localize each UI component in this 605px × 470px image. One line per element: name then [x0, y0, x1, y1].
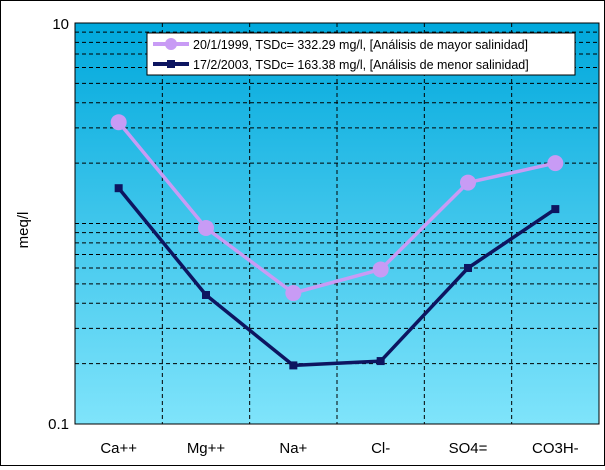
data-point-series-1: [547, 155, 564, 172]
x-tick-label: CO3H-: [532, 440, 579, 457]
y-axis-tick-labels: 10 0.1: [48, 16, 69, 433]
data-point-series-2: [376, 357, 385, 366]
y-axis-label: meq/l: [15, 212, 32, 249]
series-line-2: [117, 187, 557, 368]
data-point-series-2: [114, 184, 123, 193]
x-tick-label: Na+: [279, 440, 307, 457]
x-tick-label: SO4=: [449, 440, 488, 457]
legend-label-series-1: 20/1/1999, TSDc= 332.29 mg/l, [Análisis …: [193, 38, 528, 52]
x-axis-tick-labels: Ca++ Mg++ Na+ Cl- SO4= CO3H-: [100, 440, 578, 457]
data-point-series-1: [372, 261, 389, 278]
series-layer: [110, 114, 564, 370]
legend-marker-series-1: [165, 38, 177, 50]
x-tick-label: Ca++: [100, 440, 137, 457]
y-tick-label-top: 10: [52, 16, 69, 33]
data-point-series-1: [198, 219, 214, 236]
y-tick-label-bottom: 0.1: [48, 416, 69, 433]
grid-lines: [75, 23, 599, 424]
x-tick-label: Mg++: [187, 440, 226, 457]
series-line-1: [117, 121, 556, 295]
legend-box: [146, 32, 576, 76]
data-point-series-2: [289, 361, 298, 370]
x-tick-label: Cl-: [371, 440, 390, 457]
data-point-series-1: [460, 174, 476, 191]
data-point-series-2: [202, 290, 210, 299]
legend: 20/1/1999, TSDc= 332.29 mg/l, [Análisis …: [146, 32, 576, 76]
data-point-series-2: [464, 263, 472, 272]
data-point-series-2: [551, 205, 560, 214]
legend-marker-series-2: [167, 60, 175, 68]
data-point-series-1: [285, 285, 302, 302]
legend-label-series-2: 17/2/2003, TSDc= 163.38 mg/l, [Análisis …: [193, 58, 529, 72]
data-point-series-1: [110, 114, 127, 131]
